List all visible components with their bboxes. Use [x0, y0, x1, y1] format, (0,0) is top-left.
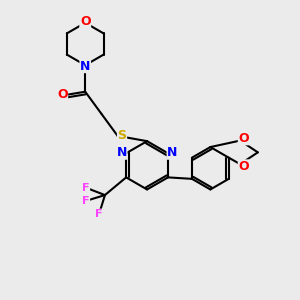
Text: O: O — [238, 132, 249, 145]
Text: O: O — [57, 88, 68, 101]
Text: F: F — [82, 196, 90, 206]
Text: S: S — [118, 129, 127, 142]
Text: N: N — [116, 146, 127, 159]
Text: F: F — [95, 209, 103, 219]
Text: N: N — [167, 146, 178, 159]
Text: N: N — [80, 60, 90, 73]
Text: O: O — [80, 15, 91, 28]
Text: O: O — [238, 160, 249, 173]
Text: F: F — [82, 183, 90, 193]
